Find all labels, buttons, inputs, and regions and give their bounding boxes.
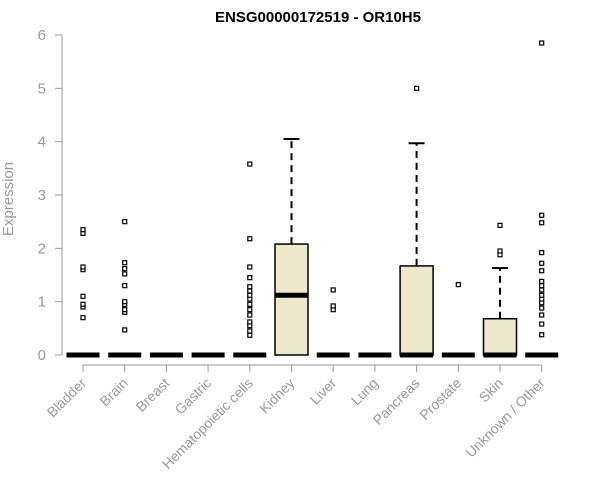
outlier-point: [80, 227, 86, 233]
outlier-point: [247, 284, 253, 290]
outlier-point: [539, 287, 545, 293]
outlier-point: [80, 293, 86, 299]
x-tick-label: Unknown / Other: [462, 375, 548, 461]
box-liver: [316, 287, 350, 358]
x-tick-label: Lung: [348, 375, 381, 408]
x-tick-label: Breast: [133, 375, 173, 415]
outlier-point: [122, 271, 128, 277]
outlier-point: [539, 40, 545, 46]
box: [399, 265, 434, 356]
outlier-point: [539, 292, 545, 298]
outlier-point: [330, 303, 336, 309]
outlier-point: [539, 283, 545, 289]
x-tick-label: Skin: [476, 375, 507, 406]
y-tick-label: 2: [38, 240, 46, 257]
outlier-point: [122, 299, 128, 305]
outlier-point: [80, 301, 86, 307]
box-bladder: [66, 227, 100, 358]
box-pancreas: [399, 85, 434, 358]
y-tick-label: 6: [38, 27, 46, 44]
y-tick-label: 4: [38, 134, 46, 151]
outlier-point: [330, 287, 336, 293]
x-tick-label: Prostate: [416, 375, 464, 423]
outlier-point: [539, 220, 545, 226]
outlier-point: [122, 327, 128, 333]
outlier-point: [247, 236, 253, 242]
outlier-point: [539, 260, 545, 266]
box: [274, 243, 309, 356]
outlier-point: [455, 282, 461, 288]
box: [482, 317, 518, 356]
x-tick-label: Kidney: [256, 375, 298, 417]
y-tick-label: 3: [38, 187, 46, 204]
box-skin: [482, 222, 518, 358]
outlier-point: [247, 328, 253, 334]
outlier-point: [247, 292, 253, 298]
x-tick-label: Bladder: [44, 375, 90, 421]
outlier-point: [122, 307, 128, 313]
outlier-point: [539, 212, 545, 218]
outlier-point: [80, 315, 86, 321]
y-tick-label: 0: [38, 347, 46, 364]
outlier-point: [247, 275, 253, 281]
box-unknown-other: [525, 40, 559, 358]
outlier-point: [247, 312, 253, 318]
chart-title: ENSG00000172519 - OR10H5: [215, 9, 421, 26]
outlier-point: [247, 161, 253, 167]
box-kidney: [274, 138, 309, 356]
outlier-point: [247, 264, 253, 270]
outlier-point: [539, 312, 545, 318]
outlier-point: [247, 288, 253, 294]
outlier-point: [497, 248, 503, 254]
outlier-point: [539, 278, 545, 284]
y-tick-label: 1: [38, 294, 46, 311]
outlier-point: [247, 301, 253, 307]
outlier-point: [247, 332, 253, 338]
plot-area: [66, 40, 559, 358]
outlier-point: [539, 268, 545, 274]
y-tick-label: 5: [38, 80, 46, 97]
y-axis: 0 1 2 3 4 5 6: [38, 27, 63, 364]
outlier-point: [122, 266, 128, 272]
box-prostate: [441, 282, 475, 358]
outlier-point: [414, 85, 420, 91]
outlier-point: [122, 219, 128, 225]
outlier-point: [80, 264, 86, 270]
outlier-point: [247, 307, 253, 313]
outlier-point: [539, 321, 545, 327]
y-axis-label: Expression: [0, 162, 17, 236]
outlier-point: [247, 319, 253, 325]
outlier-point: [122, 260, 128, 266]
x-tick-label: Brain: [96, 375, 130, 409]
outlier-point: [497, 222, 503, 228]
outlier-point: [539, 250, 545, 256]
outlier-point: [122, 283, 128, 289]
x-tick-label: Liver: [307, 375, 340, 408]
box-brain: [108, 219, 142, 358]
box-hematopoietic-cells: [233, 161, 267, 358]
outlier-point: [539, 305, 545, 311]
outlier-point: [539, 332, 545, 338]
